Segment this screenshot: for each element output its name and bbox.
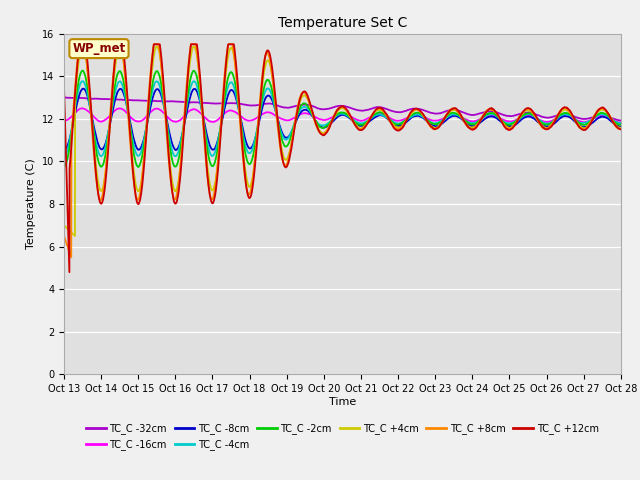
Y-axis label: Temperature (C): Temperature (C) <box>26 158 36 250</box>
Title: Temperature Set C: Temperature Set C <box>278 16 407 30</box>
X-axis label: Time: Time <box>329 397 356 407</box>
Legend: TC_C -32cm, TC_C -16cm, TC_C -8cm, TC_C -4cm, TC_C -2cm, TC_C +4cm, TC_C +8cm, T: TC_C -32cm, TC_C -16cm, TC_C -8cm, TC_C … <box>86 423 598 450</box>
Text: WP_met: WP_met <box>72 42 125 55</box>
